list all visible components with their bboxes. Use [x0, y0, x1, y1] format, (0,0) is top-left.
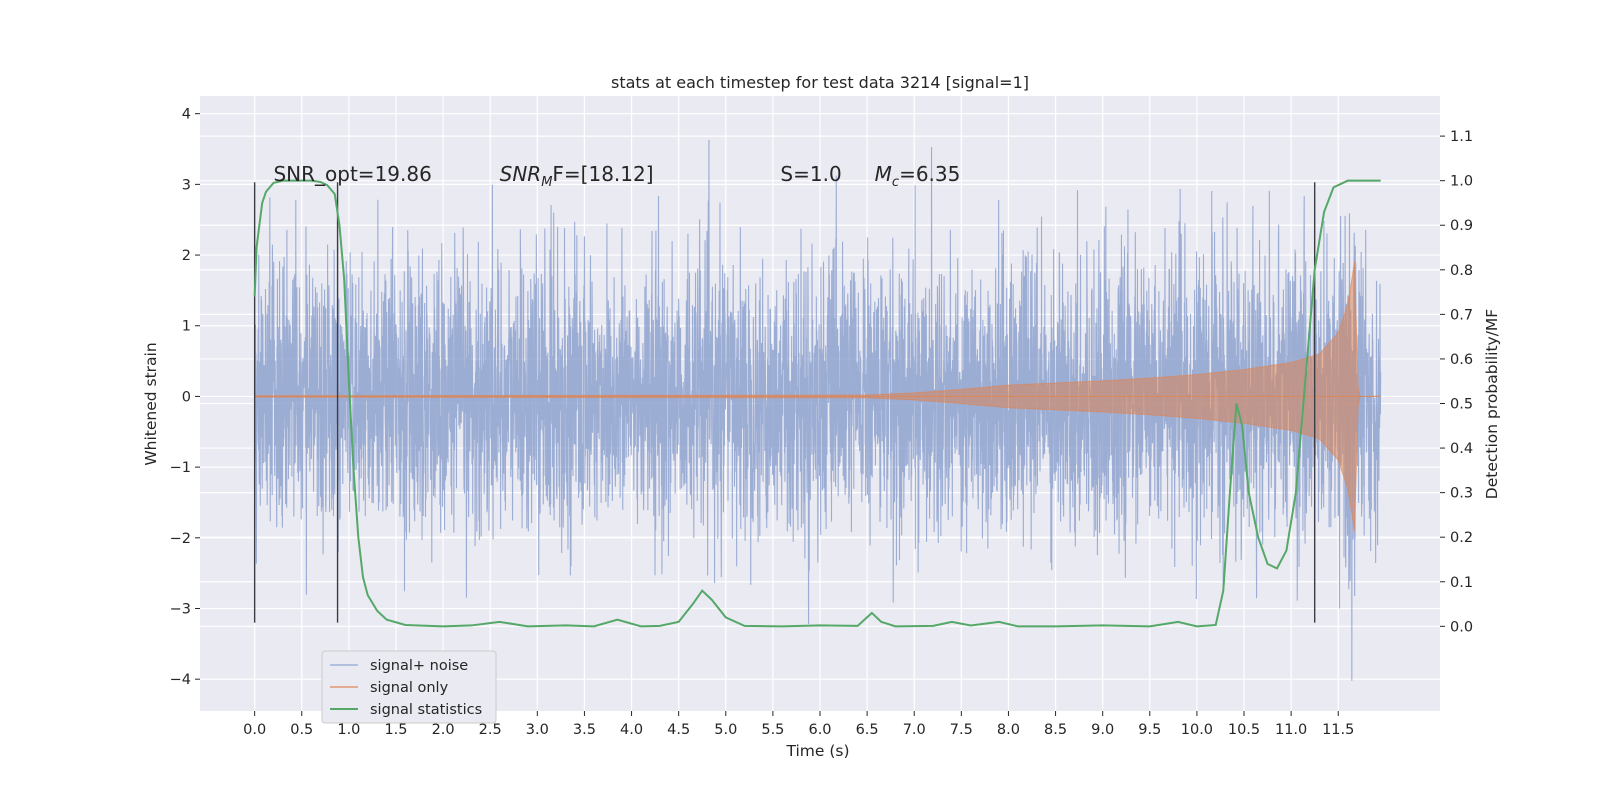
y-right-tick-label: 0.6 [1450, 352, 1473, 368]
annotation: SNR_opt=19.86 [273, 162, 431, 186]
legend-box [321, 650, 497, 724]
x-tick-label: 2.0 [432, 722, 455, 738]
x-tick-label: 11.5 [1322, 722, 1354, 738]
annotation: SNRMF=[18.12] [500, 162, 654, 190]
y-right-tick-label: 1.1 [1450, 129, 1473, 145]
y-right-tick-label: 0.4 [1450, 441, 1473, 457]
axis-ticks: 0.0 0.5 1.0 1.5 2.0 2.5 3.0 3.5 4.0 4.5 5.0 5.5 6.0 6… [170, 107, 1473, 738]
x-tick-label: 10.5 [1228, 722, 1260, 738]
x-tick-label: 6.0 [808, 722, 831, 738]
y-right-tick-label: 1.0 [1450, 174, 1473, 190]
x-tick-label: 1.5 [384, 722, 407, 738]
y-right-tick-label: 0.8 [1450, 263, 1473, 279]
annotation-subscript: c [892, 175, 899, 190]
y-left-tick-label: 2 [182, 248, 191, 264]
chart-title: stats at each timestep for test data 321… [611, 73, 1029, 92]
legend-label: signal statistics [370, 702, 482, 718]
x-tick-label: 7.0 [903, 722, 926, 738]
plot-content [253, 139, 1382, 681]
annotation-main: M [875, 162, 892, 186]
legend-label: signal+ noise [370, 658, 468, 674]
x-tick-label: 5.5 [761, 722, 784, 738]
y-right-tick-label: 0.5 [1450, 397, 1473, 413]
x-tick-label: 6.5 [856, 722, 879, 738]
annotations: SNR_opt=19.86 SNRMF=[18.12] S=1.0 Mc=6.35 [273, 162, 960, 190]
x-tick-label: 3.0 [526, 722, 549, 738]
y-axis-label-left: Whitened strain [142, 342, 160, 465]
annotation: S=1.0 [780, 162, 841, 186]
signal-statistics-series [253, 179, 1381, 628]
x-tick-label: 11.0 [1275, 722, 1307, 738]
x-tick-label: 0.5 [290, 722, 313, 738]
x-tick-label: 8.5 [1044, 722, 1067, 738]
annotation-subscript: M [541, 175, 552, 190]
y-left-tick-label: 3 [182, 177, 191, 193]
x-axis-label: Time (s) [785, 742, 849, 760]
y-left-tick-label: 1 [182, 319, 191, 335]
y-left-tick-label: −1 [170, 460, 191, 476]
annotation-value: =6.35 [899, 162, 960, 186]
y-axis-label-right: Detection probability/MF [1483, 309, 1501, 500]
y-right-tick-label: 0.9 [1450, 218, 1473, 234]
annotation-main: SNR [500, 162, 542, 186]
x-tick-label: 7.5 [950, 722, 973, 738]
y-right-tick-label: 0.3 [1450, 486, 1473, 502]
x-tick-label: 3.5 [573, 722, 596, 738]
x-tick-label: 8.0 [997, 722, 1020, 738]
annotation: Mc=6.35 [875, 162, 961, 190]
signal-noise-series [254, 139, 1382, 681]
x-tick-label: 1.0 [337, 722, 360, 738]
x-tick-label: 4.0 [620, 722, 643, 738]
y-right-tick-label: 0.0 [1450, 619, 1473, 635]
x-tick-label: 0.0 [243, 722, 266, 738]
annotation-value: F=[18.12] [552, 162, 653, 186]
y-right-tick-label: 0.1 [1450, 575, 1473, 591]
x-tick-label: 4.5 [667, 722, 690, 738]
y-right-tick-label: 0.7 [1450, 307, 1473, 323]
x-tick-label: 2.5 [479, 722, 502, 738]
y-left-tick-label: −2 [170, 531, 191, 547]
x-tick-label: 9.0 [1091, 722, 1114, 738]
y-left-tick-label: 4 [182, 107, 191, 123]
y-left-tick-label: −3 [170, 602, 191, 618]
y-left-tick-label: −4 [170, 672, 191, 688]
y-left-tick-label: 0 [182, 389, 191, 405]
legend-label: signal only [370, 680, 449, 696]
y-right-tick-label: 0.2 [1450, 530, 1473, 546]
x-tick-label: 5.0 [714, 722, 737, 738]
x-tick-label: 9.5 [1138, 722, 1161, 738]
legend: signal+ noise signal only signal statistic… [321, 650, 497, 724]
x-tick-label: 10.0 [1181, 722, 1213, 738]
